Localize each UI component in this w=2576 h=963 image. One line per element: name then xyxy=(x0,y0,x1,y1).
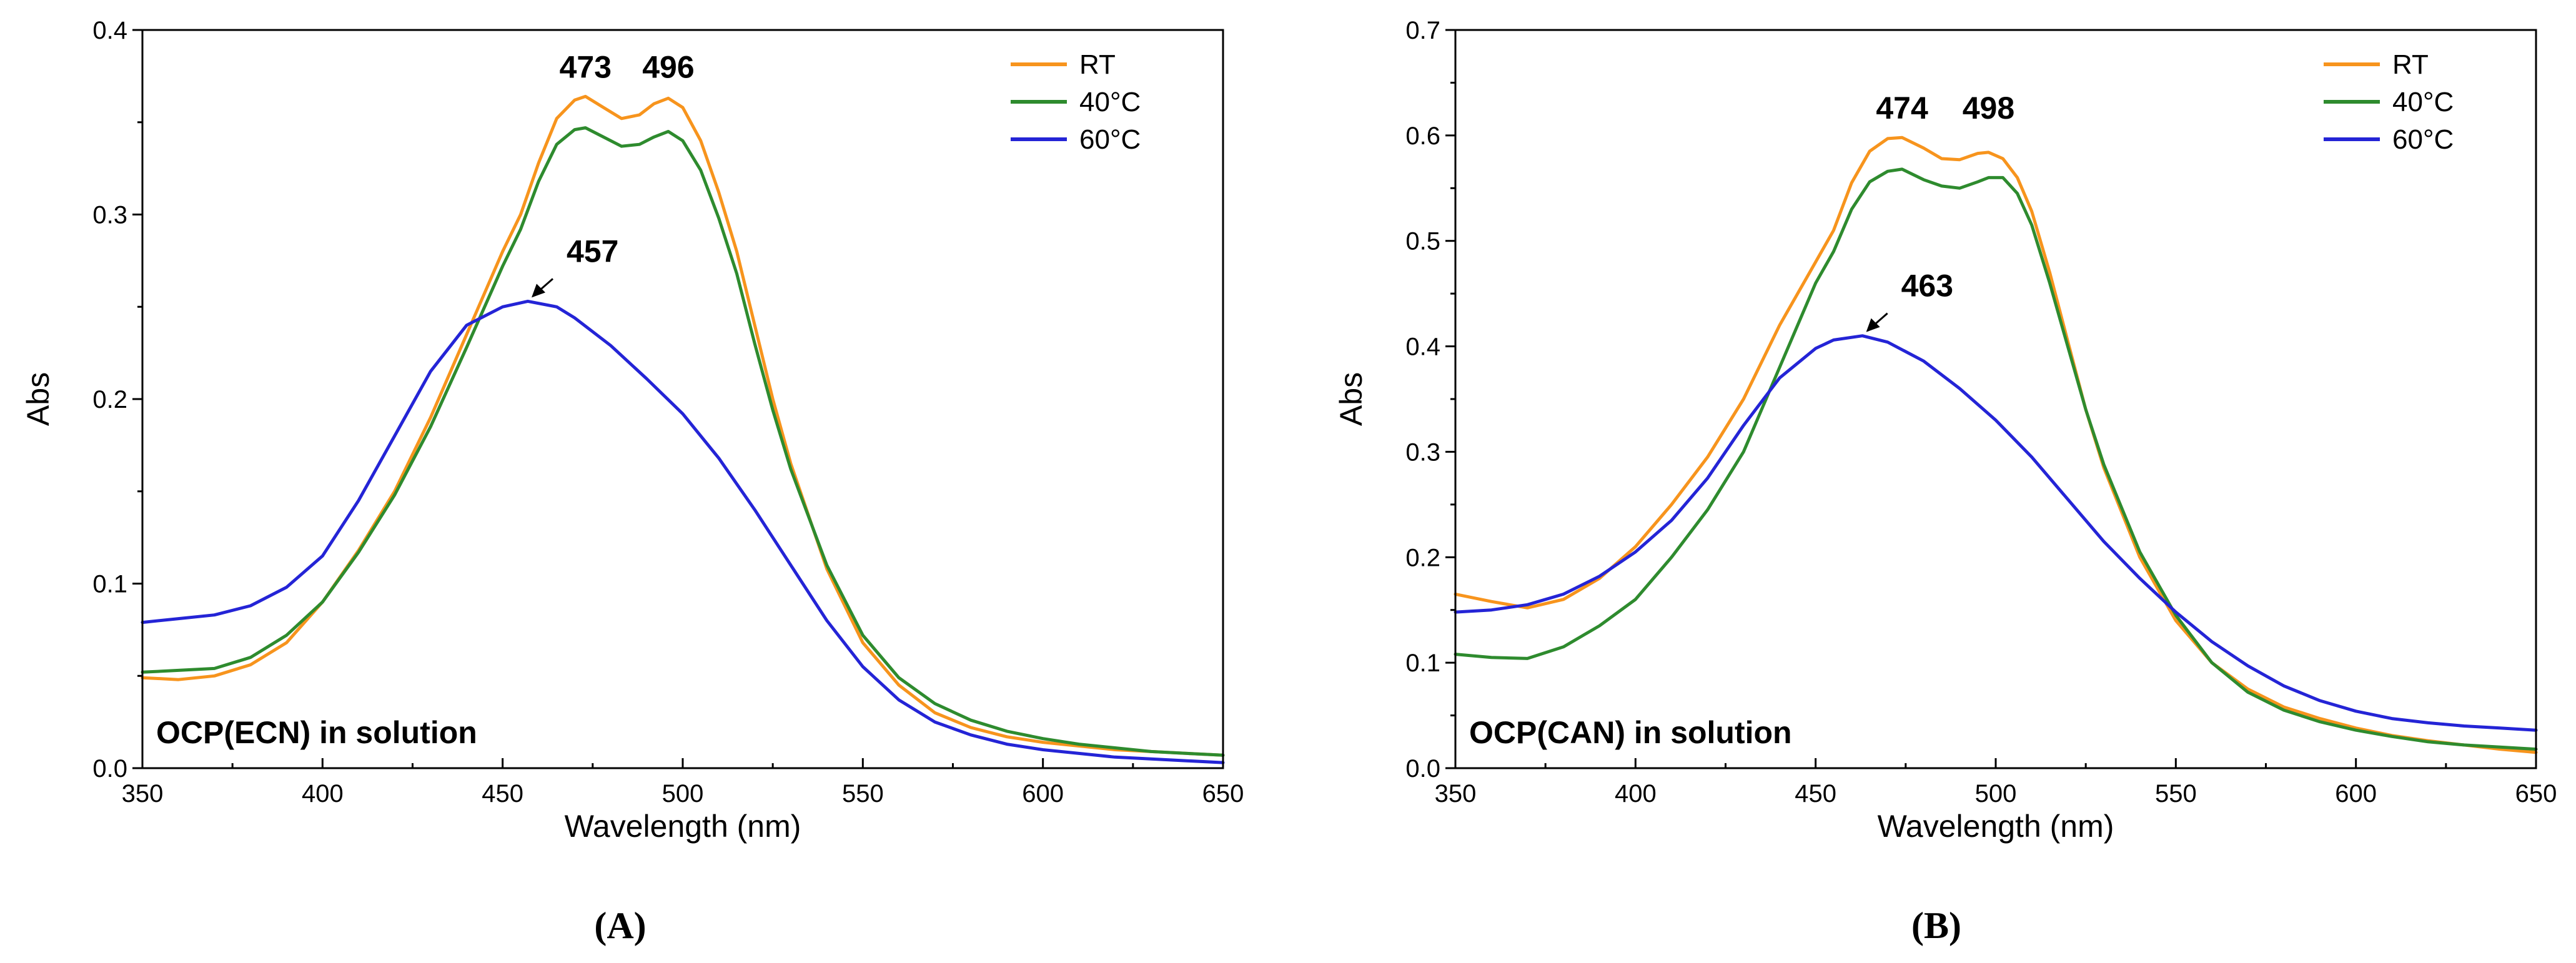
panel-a-y-axis-label: Abs xyxy=(21,372,56,426)
panel-b-series-line-rt xyxy=(1454,136,2538,754)
panel-b-inset-label: OCP(CAN) in solution xyxy=(1469,715,1792,750)
panel-b-x-axis-label: Wavelength (nm) xyxy=(1878,809,2114,844)
panel-a-x-tick-label: 500 xyxy=(662,780,704,807)
panel-b-y-tick-label: 0.2 xyxy=(1405,544,1440,571)
panel-b-legend-label: RT xyxy=(2392,49,2429,80)
panel-b-y-tick-label: 0.3 xyxy=(1405,438,1440,466)
panel-a-series-line-rt xyxy=(141,94,1225,757)
panel-b-x-tick-label: 550 xyxy=(2155,780,2197,807)
panel-a-x-tick-label: 450 xyxy=(482,780,523,807)
panel-b-x-tick-label: 650 xyxy=(2515,780,2557,807)
panel-a-inset-label: OCP(ECN) in solution xyxy=(156,715,477,750)
panel-a-y-tick-label: 0.0 xyxy=(92,755,127,783)
panel-a-label: (A) xyxy=(594,905,646,946)
panel-a-peak-label: 457 xyxy=(567,234,618,269)
panel-a-x-axis-label: Wavelength (nm) xyxy=(565,809,801,844)
panel-a-series-group xyxy=(141,94,1225,764)
panel-b-y-tick-label: 0.5 xyxy=(1405,228,1440,255)
panel-a-y-tick-label: 0.1 xyxy=(92,571,127,598)
panel-a-x-tick-label: 350 xyxy=(122,780,164,807)
panel-b-y-axis-label: Abs xyxy=(1334,372,1369,426)
panel-b-x-tick-label: 400 xyxy=(1615,780,1657,807)
panel-b-y-tick-label: 0.1 xyxy=(1405,649,1440,677)
panel-b-legend: RT 40°C 60°C xyxy=(2324,49,2454,155)
panel-b-legend-label: 60°C xyxy=(2392,124,2454,155)
panel-a-y-tick-label: 0.2 xyxy=(92,386,127,413)
panel-b-x-tick-label: 500 xyxy=(1975,780,2017,807)
panel-a-peak-label: 473 xyxy=(560,49,612,84)
panel-a-y-tick-label: 0.3 xyxy=(92,202,127,229)
panel-a-y-tick-label: 0.4 xyxy=(92,17,127,44)
panel-b-y-tick-label: 0.4 xyxy=(1405,333,1440,361)
panel-b-chart: 350 400 450 500 550 600 650 0.0 0.1 0.2 0.3 0.4 0.5 0… xyxy=(1334,17,2557,844)
panel-a-legend-label: RT xyxy=(1079,49,1116,80)
panel-b-series-line-60c xyxy=(1454,334,2538,732)
panel-b-x-tick-label: 350 xyxy=(1435,780,1477,807)
panel-b-legend-label: 40°C xyxy=(2392,87,2454,117)
panel-b-x-tick-label: 600 xyxy=(2335,780,2377,807)
panel-b-y-tick-label: 0.7 xyxy=(1405,17,1440,44)
panel-a-x-tick-label: 600 xyxy=(1022,780,1064,807)
panel-b-peak-label: 474 xyxy=(1876,91,1928,126)
panel-b-peak-label: 463 xyxy=(1901,269,1953,304)
panel-b-series-group xyxy=(1454,136,2538,754)
panel-a-x-tick-label: 650 xyxy=(1202,780,1244,807)
panel-a-peak-label: 496 xyxy=(642,49,694,84)
panel-a-x-tick-label: 400 xyxy=(302,780,344,807)
panel-b-peak-arrow-head xyxy=(1866,318,1880,332)
panel-b-label: (B) xyxy=(1911,905,1961,946)
panel-a-legend-label: 40°C xyxy=(1079,87,1141,117)
panel-a-peak-arrow-head xyxy=(532,284,546,298)
panel-b-series-line-40c xyxy=(1454,167,2538,751)
panel-b-peak-label: 498 xyxy=(1963,91,2014,126)
panel-a-series-line-40c xyxy=(141,126,1225,757)
panel-a-x-tick-label: 550 xyxy=(842,780,884,807)
panel-a-legend: RT 40°C 60°C xyxy=(1011,49,1141,155)
panel-a-chart: 350 400 450 500 550 600 650 0.0 0.1 0.2 0.3 0.4 Wave… xyxy=(21,17,1244,844)
panel-b-y-tick-label: 0.0 xyxy=(1405,755,1440,783)
panel-a-legend-label: 60°C xyxy=(1079,124,1141,155)
panel-a-series-line-60c xyxy=(141,299,1225,764)
panel-b-y-tick-label: 0.6 xyxy=(1405,122,1440,150)
panel-b-x-tick-label: 450 xyxy=(1795,780,1836,807)
